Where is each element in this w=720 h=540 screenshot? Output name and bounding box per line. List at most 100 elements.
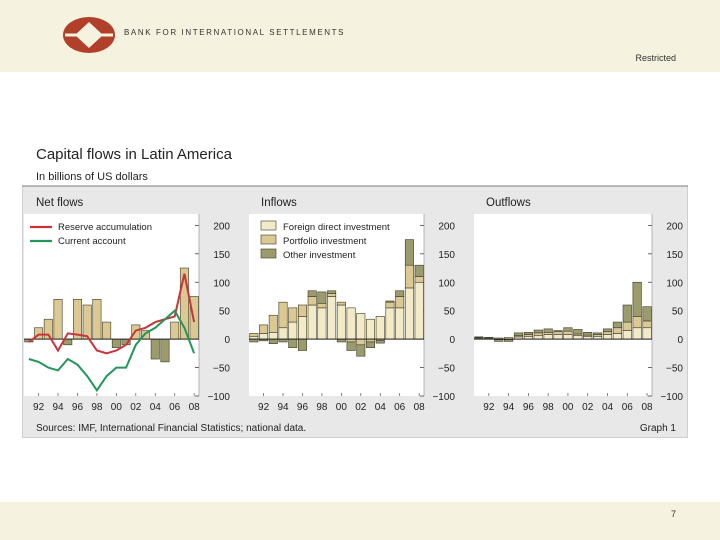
bar	[385, 300, 395, 303]
bar	[583, 332, 593, 336]
bar	[307, 296, 317, 306]
y-tick-label: −50	[438, 364, 455, 375]
y-tick-label: −100	[432, 392, 455, 403]
bar	[375, 339, 385, 344]
y-tick-label: 50	[219, 307, 231, 318]
bar	[523, 332, 533, 335]
bar	[317, 302, 327, 309]
bar	[602, 328, 613, 333]
bar	[414, 281, 424, 340]
bar	[327, 293, 337, 297]
x-tick-label: 04	[602, 402, 614, 413]
bar	[259, 333, 269, 340]
bar	[642, 320, 652, 329]
x-tick-label: 00	[336, 402, 348, 413]
bar	[102, 321, 112, 340]
y-tick-label: 0	[677, 335, 683, 346]
y-tick-label: −100	[660, 392, 683, 403]
bar	[504, 339, 514, 342]
bar	[268, 338, 278, 344]
x-tick-label: 08	[414, 402, 426, 413]
bar	[346, 341, 356, 351]
bar	[395, 307, 405, 340]
bar	[632, 327, 642, 340]
bar	[612, 333, 622, 340]
bar	[533, 332, 543, 337]
x-tick-label: 06	[394, 402, 406, 413]
bar	[513, 332, 524, 337]
bar	[414, 264, 424, 277]
bar	[356, 313, 366, 340]
source-note: Sources: IMF, International Financial St…	[36, 423, 306, 434]
bar	[366, 318, 376, 340]
y-tick-label: 0	[224, 335, 230, 346]
bar	[602, 334, 613, 340]
bar	[563, 327, 573, 332]
page-number: 7	[670, 509, 676, 519]
bar	[297, 338, 307, 351]
y-tick-label: 200	[666, 221, 683, 232]
x-tick-label: 02	[355, 402, 367, 413]
y-tick-label: 200	[438, 221, 455, 232]
x-tick-label: 94	[503, 402, 515, 413]
bar	[632, 281, 642, 317]
bar	[297, 304, 307, 317]
plot-area	[24, 214, 199, 396]
bar	[336, 301, 346, 306]
panel-title: Net flows	[36, 197, 84, 209]
bar	[356, 344, 366, 357]
figure-subtitle: In billions of US dollars	[36, 171, 148, 183]
bar	[150, 338, 160, 360]
capital-flows-figure: Capital flows in Latin America In billio…	[22, 134, 688, 434]
bar	[553, 334, 563, 340]
x-tick-label: 02	[130, 402, 142, 413]
bar	[593, 332, 603, 335]
panel-title: Inflows	[261, 197, 297, 209]
plot-area	[249, 214, 424, 396]
series-line	[28, 309, 196, 393]
y-tick-label: −100	[207, 392, 230, 403]
y-tick-label: 150	[213, 250, 230, 261]
bar	[288, 321, 298, 340]
bar	[404, 287, 414, 340]
x-tick-label: 06	[169, 402, 181, 413]
y-tick-label: 200	[213, 221, 230, 232]
bar	[288, 338, 298, 348]
bar	[268, 332, 278, 340]
legend-label: Current account	[58, 236, 126, 247]
legend-swatch	[260, 220, 277, 231]
panel-2: Outflows 200 150 100 50 0 −50 −100 92 94 96 98 00 02 0…	[474, 197, 683, 413]
y-tick-label: 50	[672, 307, 684, 318]
y-tick-label: 150	[438, 250, 455, 261]
bis-logo	[63, 17, 115, 53]
bar	[543, 328, 553, 333]
x-tick-label: 92	[258, 402, 270, 413]
bar	[622, 330, 632, 340]
bar	[53, 299, 63, 340]
bar	[356, 338, 366, 346]
bar	[474, 336, 484, 338]
bar	[612, 327, 622, 334]
bar	[317, 291, 327, 304]
x-tick-label: 00	[562, 402, 574, 413]
bar	[563, 330, 573, 335]
bar	[642, 306, 652, 322]
bar	[395, 296, 405, 309]
bar	[484, 337, 494, 339]
bar	[111, 338, 121, 348]
bar	[288, 307, 298, 323]
y-tick-label: 100	[438, 278, 455, 289]
bar	[278, 327, 288, 340]
y-tick-label: 100	[666, 278, 683, 289]
bar	[72, 299, 82, 340]
bar	[307, 304, 317, 340]
bar	[317, 307, 327, 340]
bar	[404, 239, 414, 266]
header-band	[0, 0, 720, 72]
legend-label: Other investment	[283, 250, 356, 261]
bar	[494, 339, 504, 342]
y-tick-label: 0	[449, 335, 455, 346]
panel-0: Net flows 200 150 100 50 0 −50 −100 92 94 96 98 00 02…	[24, 197, 230, 413]
x-tick-label: 08	[189, 402, 201, 413]
